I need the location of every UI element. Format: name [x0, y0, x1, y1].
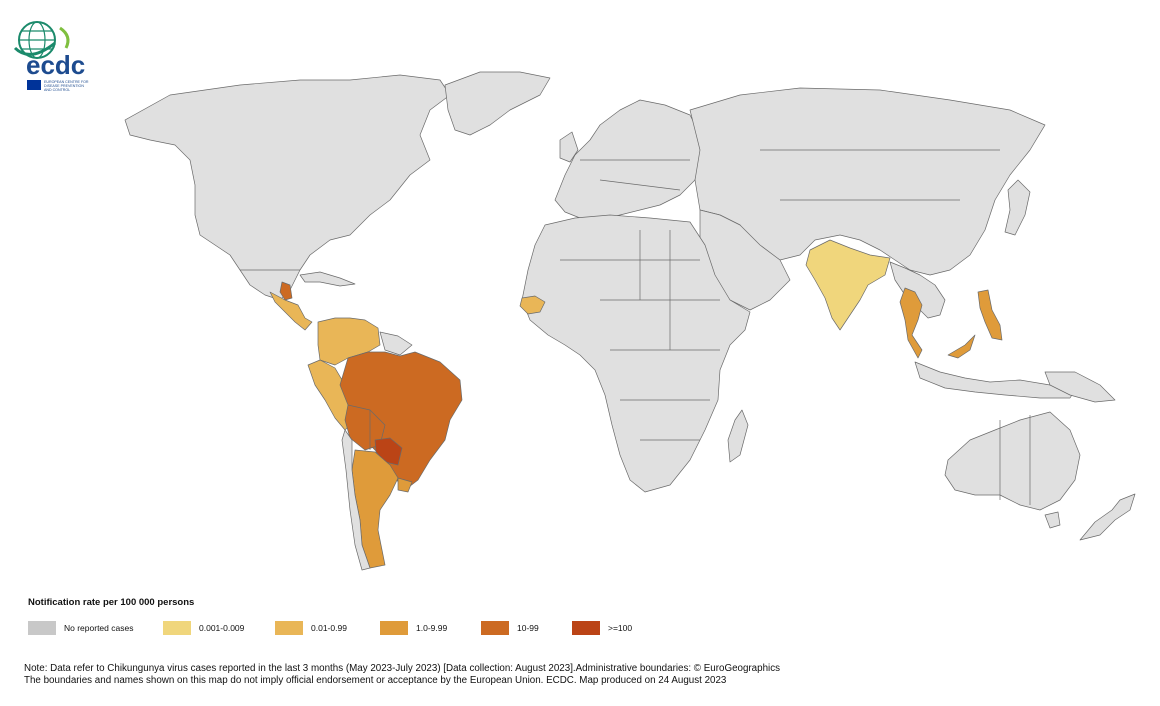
legend-item-class-3: 1.0-9.99 — [380, 620, 447, 636]
region-bolivia — [344, 404, 386, 451]
legend-swatch — [163, 621, 191, 635]
legend-label: >=100 — [608, 623, 633, 633]
legend-label: 0.01-0.99 — [311, 623, 347, 633]
legend-item-class-1: 0.001-0.009 — [163, 620, 244, 636]
legend-swatch — [380, 621, 408, 635]
legend-item-class-5: >=100 — [572, 620, 632, 636]
region-philippines — [977, 289, 1003, 341]
region-chile — [341, 429, 371, 571]
ecdc-logo-graphic: ecdc EUROPEAN CENTRE FOR DISEASE PREVENT… — [13, 21, 89, 92]
logo-subtitle-2: DISEASE PREVENTION — [44, 84, 84, 88]
legend-swatch — [275, 621, 303, 635]
note-line-2: The boundaries and names shown on this m… — [24, 674, 727, 686]
region-caribbean-highlight — [279, 281, 293, 301]
legend-item-class-2: 0.01-0.99 — [275, 620, 347, 636]
logo-subtitle-1: EUROPEAN CENTRE FOR — [44, 80, 89, 84]
legend-label: 1.0-9.99 — [416, 623, 448, 633]
region-northern-south-america — [317, 317, 381, 366]
legend-swatch — [28, 621, 56, 635]
region-new-guinea — [1044, 371, 1116, 403]
legend-label: 0.001-0.009 — [199, 623, 245, 633]
legend-swatch — [481, 621, 509, 635]
region-japan — [1004, 179, 1031, 236]
legend-label: 10-99 — [517, 623, 539, 633]
legend-item-class-4: 10-99 — [481, 620, 539, 636]
region-british-isles — [559, 131, 579, 163]
region-guianas — [379, 331, 413, 356]
legend-label: No reported cases — [64, 623, 134, 633]
region-central-america — [269, 291, 313, 331]
note-line-1: Note: Data refer to Chikungunya virus ca… — [24, 663, 780, 674]
logo-wordmark: ecdc — [26, 50, 85, 80]
region-north-america — [124, 74, 451, 301]
region-uruguay — [397, 477, 413, 493]
region-thailand — [899, 287, 923, 359]
region-australia — [944, 411, 1081, 511]
region-malaysia — [947, 334, 976, 359]
region-africa — [521, 214, 751, 493]
region-india — [805, 239, 891, 331]
ecdc-logo: ecdc EUROPEAN CENTRE FOR DISEASE PREVENT… — [10, 18, 100, 98]
region-new-zealand — [1079, 493, 1136, 541]
eu-flag-icon — [27, 80, 41, 90]
logo-subtitle-3: AND CONTROL — [44, 88, 70, 92]
region-caribbean — [299, 271, 356, 287]
region-southeast-asia — [889, 261, 946, 319]
legend-title: Notification rate per 100 000 persons — [28, 597, 195, 608]
legend-swatch — [572, 621, 600, 635]
region-senegal — [519, 295, 546, 315]
world-map — [124, 71, 1136, 571]
map-note: Note: Data refer to Chikungunya virus ca… — [24, 663, 780, 686]
region-tasmania — [1044, 511, 1061, 529]
legend-item-no-reported: No reported cases — [28, 620, 133, 636]
region-madagascar — [727, 409, 749, 463]
region-greenland — [444, 71, 551, 136]
